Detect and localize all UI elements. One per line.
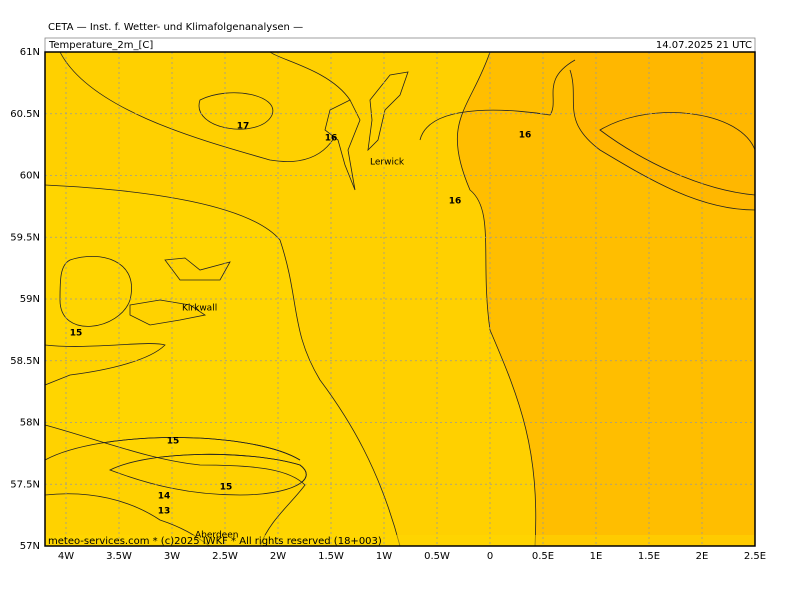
x-tick-label: 0.5W — [424, 551, 450, 562]
x-tick-label: 2W — [270, 551, 286, 562]
contour-label: 15 — [220, 483, 233, 493]
y-tick-label: 57.5N — [10, 479, 40, 490]
x-tick-label: 2.5W — [212, 551, 238, 562]
contour-label: 16 — [449, 197, 462, 207]
variable-label: Temperature_2m_[C] — [48, 40, 153, 51]
y-tick-label: 57N — [20, 541, 40, 552]
place-name: Aberdeen — [195, 531, 238, 541]
contour-label: 14 — [158, 492, 171, 502]
contour-label: 16 — [519, 131, 532, 141]
contour-label: 16 — [325, 134, 338, 144]
map-title: CETA — Inst. f. Wetter- und Klimafolgena… — [48, 22, 303, 33]
footer: meteo-services.com * (c)2025 IWKF * All … — [48, 536, 382, 547]
contour-label: 15 — [70, 329, 83, 339]
x-tick-label: 2.5E — [744, 551, 766, 562]
x-tick-label: 0 — [487, 551, 493, 562]
x-tick-label: 1E — [590, 551, 603, 562]
y-tick-label: 58.5N — [10, 356, 40, 367]
y-tick-label: 60N — [20, 171, 40, 182]
x-tick-label: 1W — [376, 551, 392, 562]
place-name: Lerwick — [370, 158, 405, 168]
x-tick-label: 3.5W — [106, 551, 132, 562]
valid-time: 14.07.2025 21 UTC — [656, 40, 752, 51]
y-tick-label: 59N — [20, 294, 40, 305]
contour-label: 15 — [167, 437, 180, 447]
x-tick-label: 1.5E — [638, 551, 660, 562]
x-tick-label: 4W — [58, 551, 74, 562]
x-tick-label: 2E — [696, 551, 709, 562]
y-tick-label: 58N — [20, 418, 40, 429]
y-tick-label: 60.5N — [10, 109, 40, 120]
contour-label: 13 — [158, 507, 171, 517]
y-tick-label: 59.5N — [10, 232, 40, 243]
map-frame — [44, 51, 756, 547]
x-tick-label: 0.5E — [532, 551, 554, 562]
x-tick-label: 1.5W — [318, 551, 344, 562]
place-name: Kirkwall — [182, 304, 217, 314]
contour-label: 17 — [237, 122, 250, 132]
x-tick-label: 3W — [164, 551, 180, 562]
y-tick-label: 61N — [20, 47, 40, 58]
